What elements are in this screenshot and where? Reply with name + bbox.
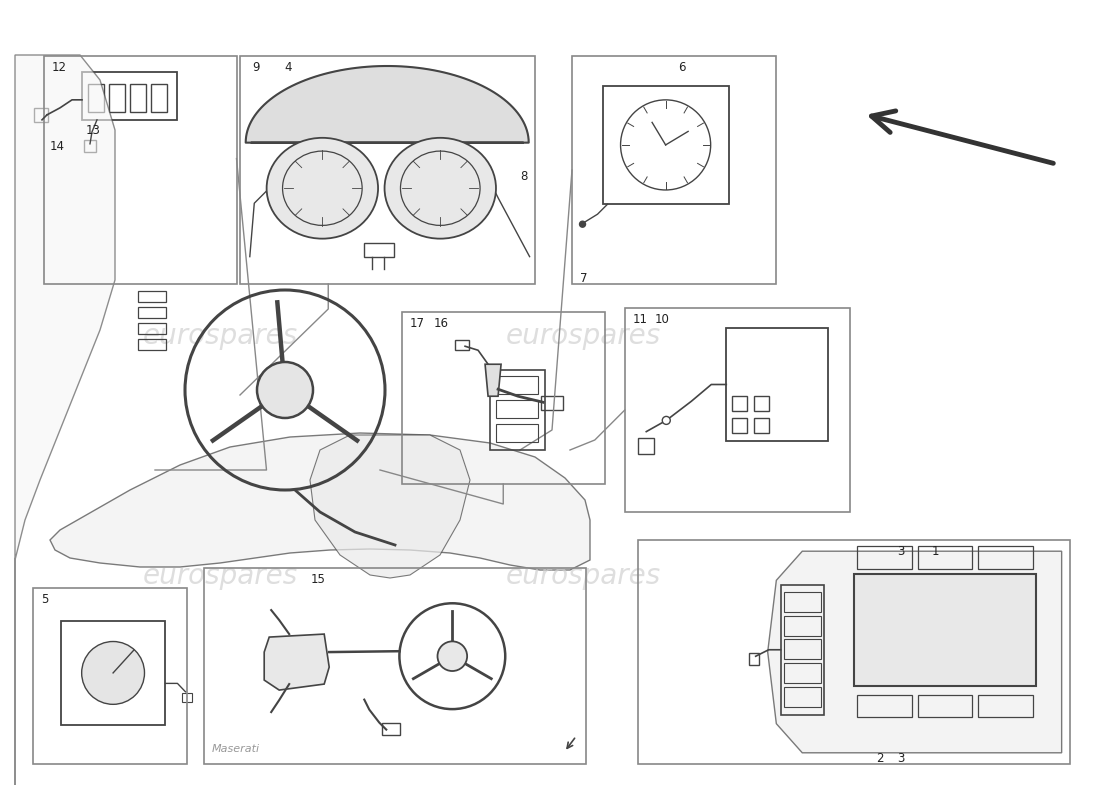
Bar (402, 312, 605, 484)
Bar (857, 546, 912, 569)
Polygon shape (310, 435, 470, 578)
Bar (783, 616, 821, 636)
Text: 1: 1 (932, 545, 939, 558)
Bar (726, 328, 827, 441)
Text: 3: 3 (898, 752, 905, 765)
Text: 15: 15 (310, 573, 326, 586)
Text: eurospares: eurospares (505, 562, 661, 590)
Text: 17: 17 (409, 317, 425, 330)
Text: 3: 3 (898, 545, 905, 558)
Bar (88, 84, 104, 112)
Bar (781, 585, 824, 714)
Bar (138, 291, 166, 302)
Text: 10: 10 (654, 313, 670, 326)
Bar (138, 323, 166, 334)
Bar (917, 694, 972, 717)
Circle shape (81, 642, 144, 704)
Polygon shape (245, 66, 529, 142)
Text: 8: 8 (520, 170, 528, 183)
Text: Maserati: Maserati (211, 744, 260, 754)
Bar (603, 86, 728, 204)
Circle shape (438, 642, 468, 671)
Text: 2: 2 (876, 752, 883, 765)
Bar (151, 84, 167, 112)
Polygon shape (50, 433, 590, 570)
Bar (572, 56, 776, 284)
Bar (44, 56, 236, 284)
Bar (496, 376, 538, 394)
Bar (541, 396, 563, 410)
Bar (496, 424, 538, 442)
Bar (638, 540, 1070, 764)
Bar (364, 243, 394, 258)
Bar (733, 418, 747, 433)
Bar (240, 56, 535, 284)
Text: 9: 9 (252, 61, 260, 74)
Bar (130, 84, 146, 112)
Ellipse shape (385, 138, 496, 238)
Bar (138, 307, 166, 318)
Polygon shape (768, 551, 1062, 753)
Bar (33, 588, 187, 764)
Bar (109, 84, 125, 112)
Bar (783, 592, 821, 612)
Bar (783, 686, 821, 706)
Circle shape (580, 222, 585, 227)
Text: 5: 5 (41, 593, 48, 606)
Text: 4: 4 (285, 61, 293, 74)
Bar (34, 108, 48, 122)
Bar (496, 400, 538, 418)
Text: 13: 13 (86, 124, 101, 137)
Bar (917, 546, 972, 569)
Text: eurospares: eurospares (142, 562, 298, 590)
Text: 6: 6 (678, 61, 685, 74)
Bar (60, 621, 165, 726)
Bar (978, 694, 1033, 717)
Bar (783, 663, 821, 683)
Bar (783, 639, 821, 659)
Bar (733, 396, 747, 410)
Bar (857, 694, 912, 717)
Circle shape (662, 417, 670, 425)
Polygon shape (15, 55, 116, 785)
Bar (755, 396, 769, 410)
Bar (625, 308, 850, 512)
Circle shape (257, 362, 314, 418)
Polygon shape (485, 364, 502, 396)
Bar (755, 418, 769, 433)
Bar (854, 574, 1036, 686)
Text: 14: 14 (50, 140, 65, 153)
Text: eurospares: eurospares (142, 322, 298, 350)
Text: 16: 16 (433, 317, 449, 330)
Bar (455, 340, 469, 350)
Bar (749, 654, 759, 666)
Bar (82, 72, 177, 120)
Bar (84, 140, 96, 152)
Text: 12: 12 (52, 61, 67, 74)
Bar (383, 722, 400, 734)
Polygon shape (264, 634, 329, 690)
Bar (138, 339, 166, 350)
Bar (183, 694, 192, 702)
Text: 11: 11 (632, 313, 648, 326)
Bar (490, 370, 544, 450)
Bar (978, 546, 1033, 569)
Text: 7: 7 (580, 272, 587, 285)
Bar (204, 568, 586, 764)
Ellipse shape (266, 138, 378, 238)
Text: eurospares: eurospares (505, 322, 661, 350)
